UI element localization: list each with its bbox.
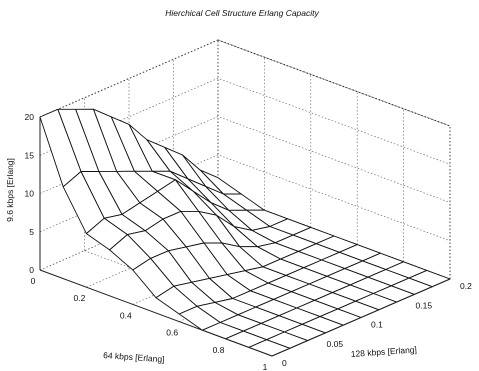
z-ticks: 0 5 10 15 20	[25, 112, 35, 275]
x-tick-label: 1	[263, 362, 268, 371]
z-tick-label: 10	[25, 189, 35, 199]
z-tick-label: 15	[25, 150, 35, 160]
z-axis-label: 9.6 kbps [Erlang]	[5, 158, 15, 222]
z-tick-label: 20	[25, 112, 35, 122]
chart-title: Hierchical Cell Structure Erlang Capacit…	[165, 8, 319, 18]
grid-z-3	[39, 77, 451, 165]
wall-edge-2	[217, 39, 451, 127]
y-axis-label: 128 kbps [Erlang]	[350, 344, 417, 359]
y-ticks: 0 0.05 0.1 0.15 0.2	[282, 281, 472, 368]
x-tick-label: 0.2	[73, 293, 85, 303]
y-tick-label: 0.15	[416, 300, 433, 310]
grid-z-2	[39, 116, 451, 203]
grid-z-4	[39, 39, 451, 127]
x-tick-label: 0.4	[120, 310, 132, 320]
y-tick-label: 0.1	[371, 320, 383, 330]
y-tick-label: 0.05	[327, 339, 344, 349]
z-tick-label: 0	[29, 265, 34, 275]
grid-z-1	[39, 154, 451, 242]
axis-line-0	[39, 269, 273, 357]
x-tick-label: 0.6	[166, 328, 178, 338]
x-tick-label: 0.8	[213, 345, 225, 355]
x-ticks: 0 0.2 0.4 0.6 0.8 1	[31, 276, 268, 371]
z-tick-label: 5	[29, 227, 34, 237]
axis-line-1	[271, 278, 451, 357]
x-tick-label: 0	[31, 276, 36, 286]
surface-mesh	[39, 108, 451, 357]
axes-frame	[39, 117, 451, 357]
x-axis-label: 64 kbps [Erlang]	[103, 350, 165, 364]
y-tick-label: 0.2	[460, 281, 472, 291]
y-tick-label: 0	[282, 358, 287, 368]
